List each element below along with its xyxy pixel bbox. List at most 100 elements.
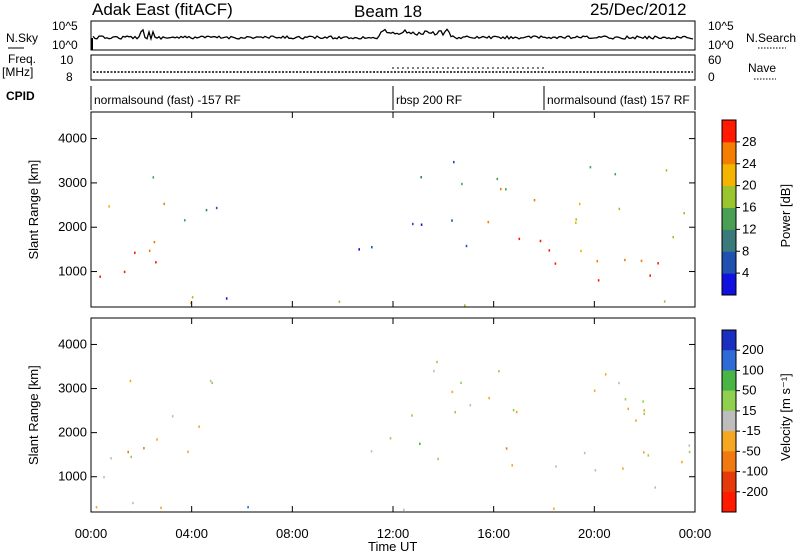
backscatter-cell (205, 208, 208, 212)
colorbar-segment (722, 185, 736, 208)
backscatter-cell (488, 396, 490, 400)
y-axis-label: Slant Range [km] (26, 365, 41, 465)
noise-trace-line (92, 28, 694, 42)
backscatter-cell (211, 381, 213, 385)
colorbar-segment (722, 120, 736, 143)
backscatter-cell (412, 222, 414, 226)
backscatter-cell (496, 177, 499, 181)
backscatter-cell (643, 409, 645, 412)
panel-frame (90, 111, 696, 308)
colorbar-label: Power [dB] (778, 184, 793, 248)
mhz-label: [MHz] (2, 65, 33, 79)
backscatter-cell (578, 202, 581, 206)
backscatter-cell (420, 223, 423, 226)
nave-label: Nave (748, 61, 776, 75)
backscatter-cell (657, 262, 659, 265)
backscatter-cell (548, 249, 551, 252)
backscatter-cell (436, 360, 438, 364)
backscatter-cell (539, 239, 542, 243)
backscatter-cell (597, 279, 600, 282)
backscatter-cell (511, 464, 513, 467)
backscatter-cell (127, 450, 129, 454)
colorbar-segment (722, 251, 736, 274)
colorbar-segment (722, 431, 736, 452)
y-tick-label: 3000 (58, 175, 87, 190)
colorbar-tick-label: -50 (742, 443, 761, 458)
backscatter-cell (108, 205, 110, 208)
backscatter-cell (209, 379, 212, 383)
backscatter-cell (614, 173, 617, 176)
backscatter-cell (184, 219, 186, 222)
x-tick-label: 12:00 (377, 526, 410, 541)
station-title: Adak East (fitACF) (92, 0, 233, 19)
backscatter-cell (152, 176, 155, 179)
backscatter-cell (515, 410, 518, 414)
colorbar-tick-label: 20 (742, 178, 756, 193)
x-tick-label: 20:00 (578, 526, 611, 541)
power-panel: 1000 2000 3000 4000 Slant Range [km] 4 8 12 16 20… (26, 111, 793, 308)
x-axis-label: Time UT (368, 539, 417, 554)
colorbar-segment (722, 451, 736, 473)
backscatter-cell (191, 296, 194, 299)
backscatter-cell (465, 244, 468, 248)
backscatter-cell (190, 301, 192, 305)
backscatter-cell (640, 259, 643, 263)
backscatter-cell (642, 400, 644, 403)
backscatter-cell (583, 451, 586, 455)
colorbar-tick-label: 200 (742, 342, 764, 357)
backscatter-cell (451, 390, 454, 394)
backscatter-cell (663, 300, 666, 303)
backscatter-cell (370, 450, 373, 453)
backscatter-cell (594, 469, 597, 472)
y-tick-label: 4000 (58, 131, 87, 146)
backscatter-cell (505, 447, 508, 450)
backscatter-cell (103, 476, 105, 479)
cpid-row: normalsound (fast) -157 RF rbsp 200 RF nor… (90, 86, 696, 110)
colorbar-tick-label: 15 (742, 403, 756, 418)
backscatter-cell (110, 457, 112, 460)
y-tick-label: 4000 (58, 336, 87, 351)
y-tick-label: 3000 (58, 381, 87, 396)
freq-label: Freq. (8, 52, 36, 66)
backscatter-cell (433, 369, 435, 373)
colorbar-tick-label: 100 (742, 362, 764, 377)
backscatter-cell (512, 409, 515, 412)
backscatter-cell (654, 486, 656, 489)
backscatter-cell (411, 414, 413, 417)
backscatter-cell (647, 454, 650, 457)
backscatter-cell (533, 199, 536, 202)
colorbar-tick-label: -100 (742, 464, 768, 479)
freq-left-tick-top: 10 (60, 53, 74, 67)
backscatter-cell (171, 415, 174, 418)
backscatter-cell (134, 251, 136, 254)
cpid-label: CPID (6, 89, 35, 103)
backscatter-cell (688, 444, 691, 447)
colorbar-segment (722, 350, 736, 371)
colorbar-tick-label: 24 (742, 156, 756, 171)
y-tick-label: 1000 (58, 264, 87, 279)
noise-trace (91, 28, 694, 50)
noise-right-tick-top: 10^5 (708, 19, 734, 33)
backscatter-cell (627, 407, 629, 411)
colorbar-segment (722, 163, 736, 187)
colorbar-frame (721, 329, 737, 513)
backscatter-cell (143, 447, 145, 450)
noise-left-tick-bottom: 10^0 (52, 38, 78, 52)
backscatter-cell (156, 438, 158, 441)
colorbar-segment (722, 390, 736, 412)
freq-right-tick-top: 60 (708, 53, 722, 67)
backscatter-cell (469, 404, 472, 407)
colorbar-tick-label: 50 (742, 383, 756, 398)
backscatter-cell (580, 249, 582, 253)
backscatter-cell (589, 166, 592, 169)
backscatter-cell (624, 258, 626, 262)
noise-left-tick-top: 10^5 (52, 19, 78, 33)
backscatter-cell (683, 212, 685, 215)
backscatter-cell (160, 506, 162, 509)
backscatter-cell (129, 379, 132, 383)
backscatter-cell (505, 188, 507, 191)
backscatter-cell (148, 249, 151, 252)
panel-frame (90, 317, 696, 513)
